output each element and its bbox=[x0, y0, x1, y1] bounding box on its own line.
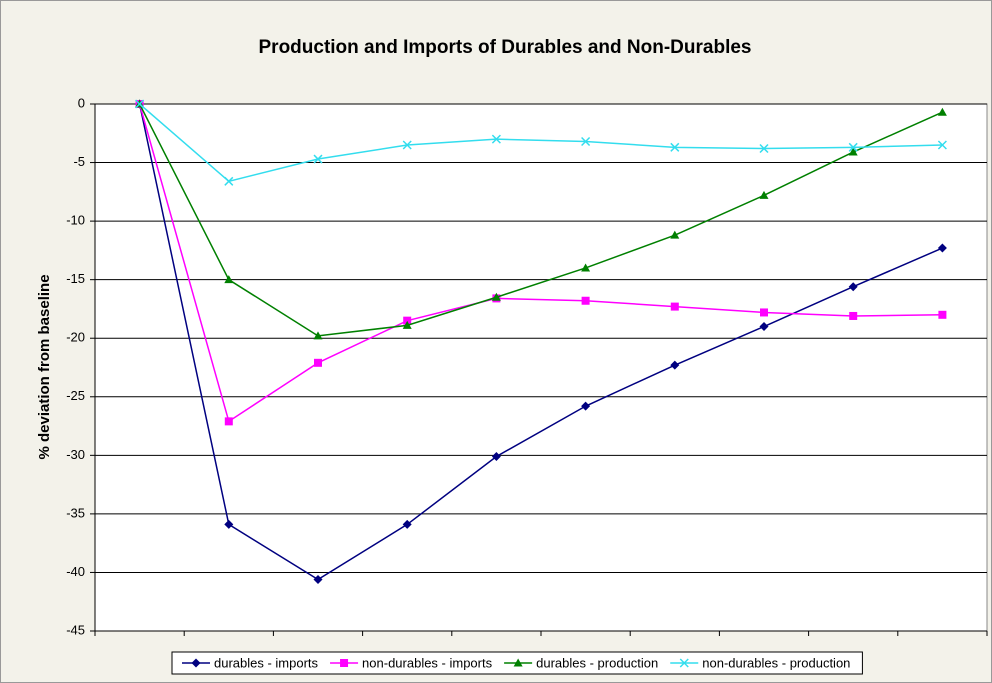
legend-label: non-durables - production bbox=[702, 655, 850, 670]
marker bbox=[670, 302, 679, 311]
legend-label: durables - production bbox=[536, 655, 658, 670]
marker bbox=[191, 658, 201, 668]
chart-title: Production and Imports of Durables and N… bbox=[259, 37, 752, 58]
series-line bbox=[138, 103, 943, 581]
marker bbox=[679, 658, 689, 668]
marker bbox=[670, 360, 680, 370]
marker bbox=[937, 140, 947, 150]
marker bbox=[938, 310, 947, 319]
y-tick-label: -5 bbox=[73, 154, 85, 169]
marker bbox=[513, 658, 523, 667]
plot-area bbox=[94, 103, 988, 632]
y-tick-label: -15 bbox=[66, 271, 85, 286]
marker bbox=[937, 107, 947, 116]
marker bbox=[849, 311, 858, 320]
marker bbox=[224, 275, 234, 284]
marker bbox=[670, 230, 680, 239]
marker bbox=[135, 99, 145, 109]
marker bbox=[581, 136, 591, 147]
legend-label: non-durables - imports bbox=[362, 655, 493, 670]
marker bbox=[760, 308, 768, 317]
marker bbox=[403, 316, 412, 325]
series-line bbox=[138, 103, 943, 423]
marker bbox=[313, 331, 323, 340]
marker bbox=[759, 190, 769, 199]
y-tick-label: -25 bbox=[66, 388, 85, 403]
y-tick-label: -45 bbox=[66, 622, 85, 637]
marker bbox=[848, 147, 858, 156]
marker bbox=[759, 322, 769, 332]
marker bbox=[224, 176, 234, 186]
y-tick-label: -40 bbox=[66, 564, 85, 579]
marker bbox=[402, 140, 412, 150]
marker bbox=[848, 282, 858, 292]
y-tick-label: 0 bbox=[78, 95, 85, 110]
legend-label: durables - imports bbox=[214, 655, 319, 670]
marker bbox=[314, 358, 322, 367]
marker bbox=[224, 417, 233, 426]
series-line bbox=[139, 103, 943, 183]
marker bbox=[313, 574, 323, 584]
y-tick-label: -30 bbox=[66, 447, 85, 462]
marker bbox=[491, 292, 501, 301]
y-tick-label: -20 bbox=[66, 330, 85, 345]
marker bbox=[224, 519, 234, 529]
y-axis-label: % deviation from baseline bbox=[36, 274, 53, 459]
marker bbox=[759, 143, 769, 154]
series-line bbox=[138, 103, 943, 337]
marker bbox=[340, 659, 349, 667]
y-tick-label: -35 bbox=[66, 505, 85, 520]
marker bbox=[491, 452, 501, 462]
marker bbox=[670, 142, 680, 152]
marker bbox=[491, 134, 501, 144]
marker bbox=[581, 296, 590, 305]
marker bbox=[937, 243, 947, 253]
marker bbox=[848, 142, 858, 152]
marker bbox=[581, 263, 591, 272]
y-tick-label: -10 bbox=[66, 213, 85, 228]
marker bbox=[402, 519, 412, 529]
marker bbox=[581, 401, 591, 411]
marker bbox=[313, 154, 323, 164]
legend: durables - imports non-durables - imports… bbox=[171, 651, 863, 675]
marker bbox=[402, 320, 412, 329]
